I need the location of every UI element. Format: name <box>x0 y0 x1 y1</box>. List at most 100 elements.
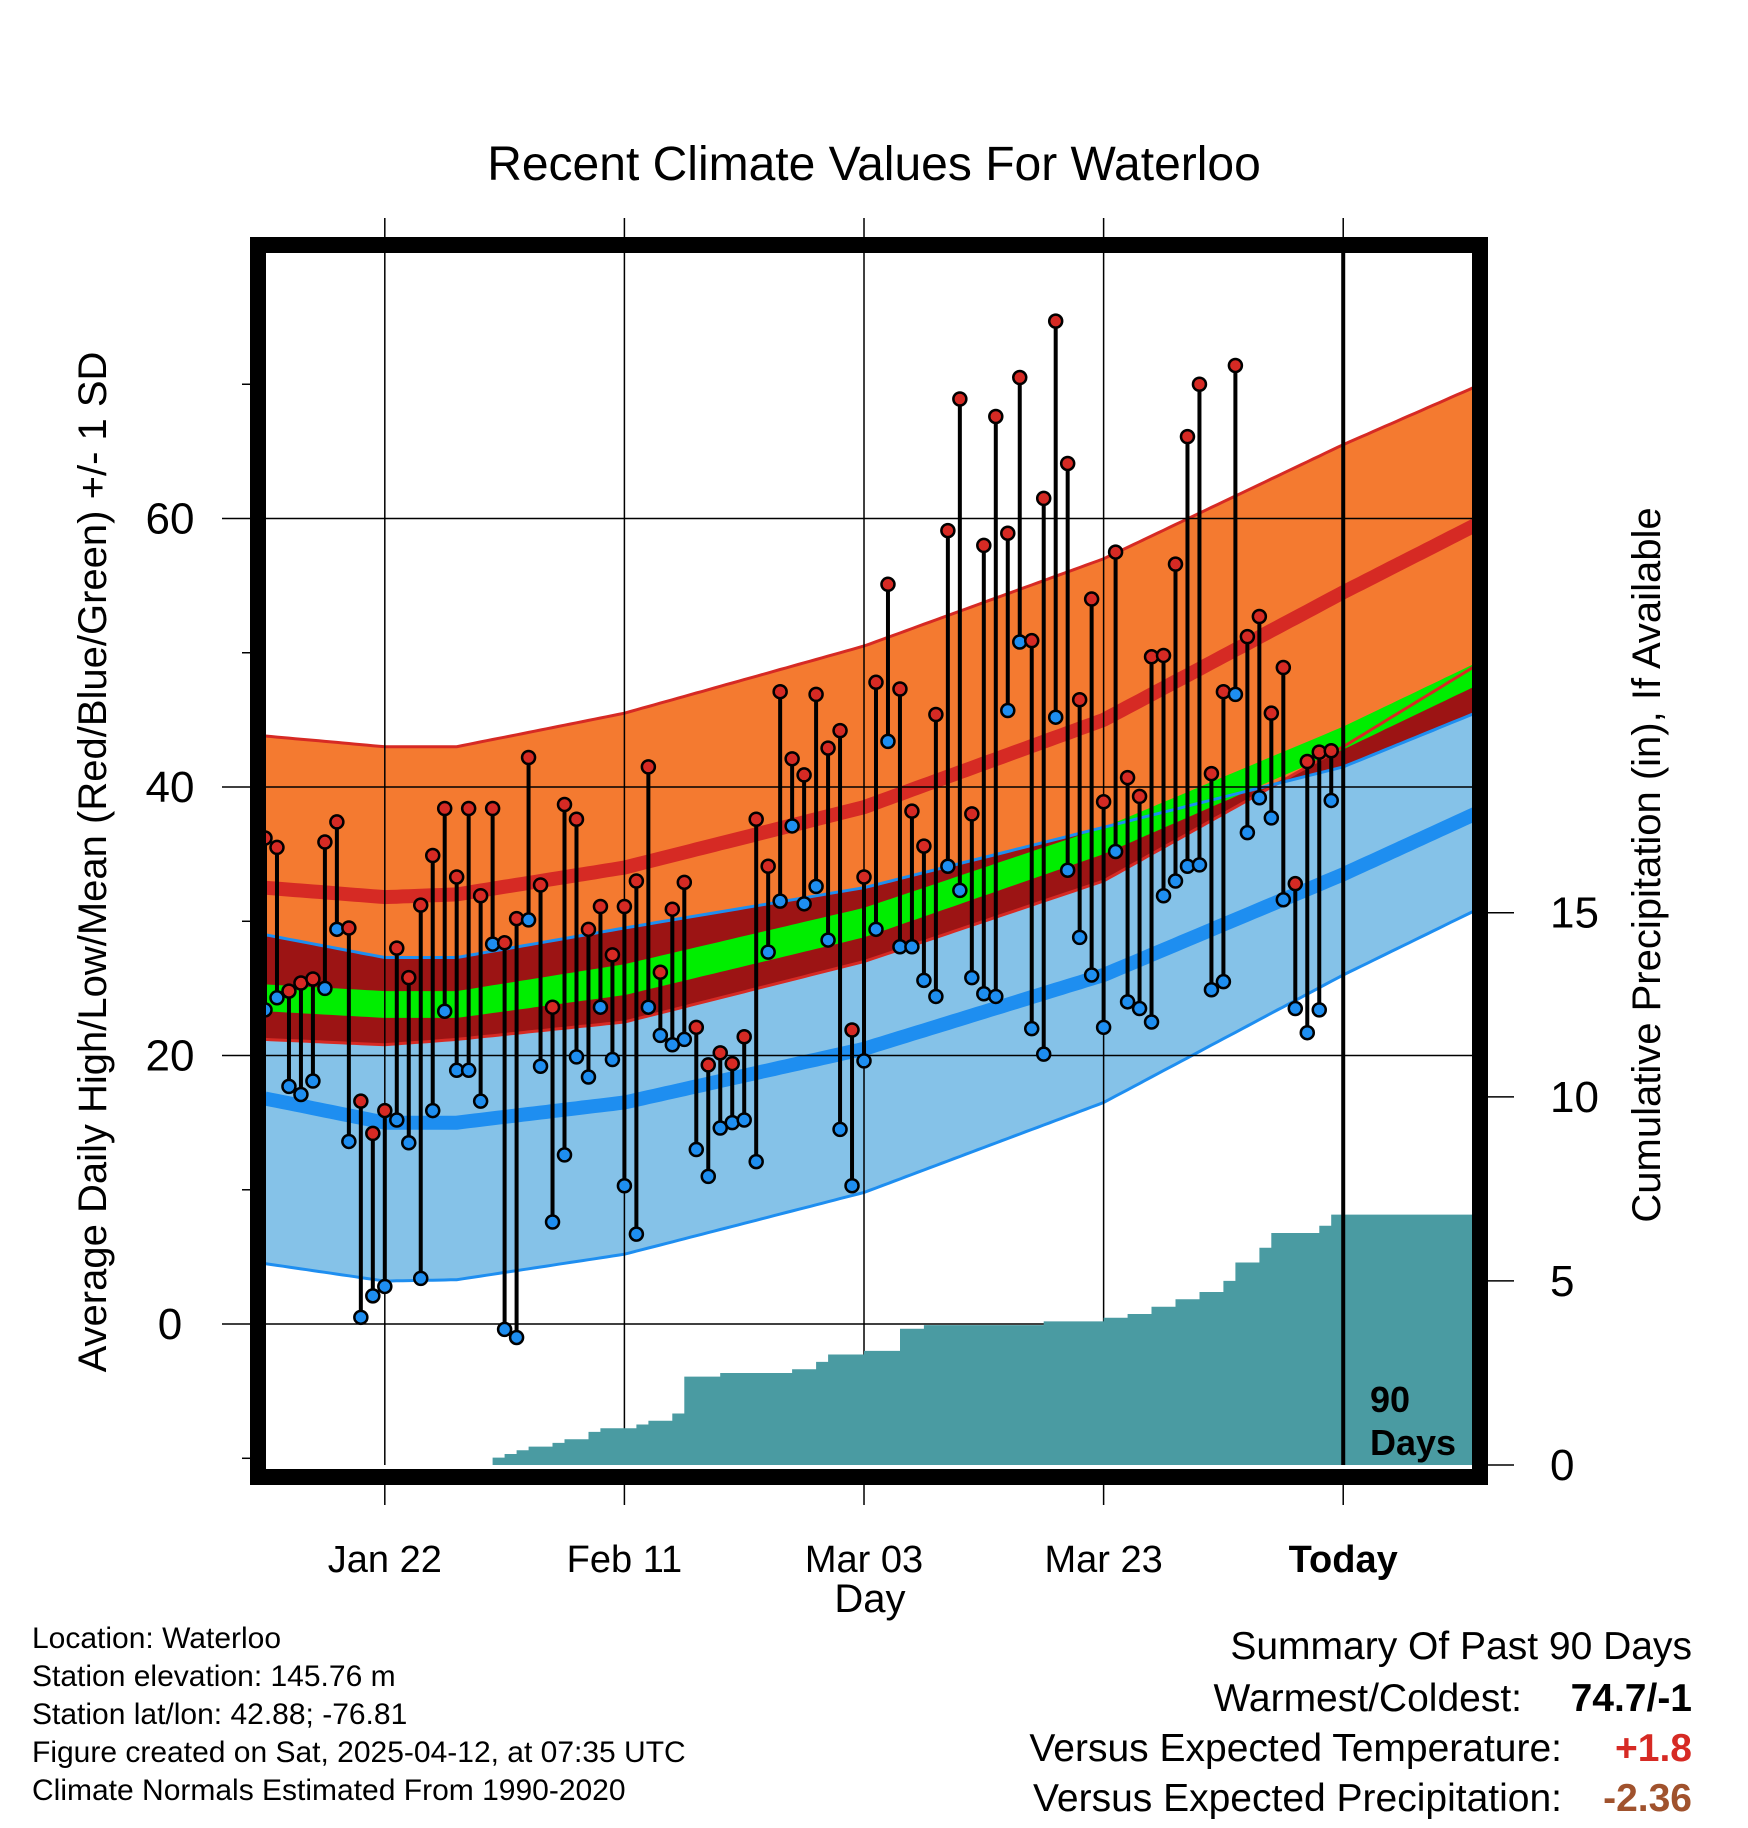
daily-high-marker <box>568 811 585 827</box>
daily-low-marker <box>568 1049 585 1065</box>
daily-high-marker <box>916 838 932 854</box>
x-tick-label: Feb 11 <box>567 1539 682 1581</box>
x-axis: Jan 22 Feb 11 Mar 03 Mar 23 Today <box>328 1477 1398 1581</box>
daily-low-marker <box>772 893 788 909</box>
daily-low-marker <box>424 1102 441 1119</box>
daily-low-marker <box>281 1078 297 1095</box>
daily-low-marker <box>412 1270 429 1287</box>
daily-low-marker <box>1263 810 1280 826</box>
daily-low-marker <box>784 818 800 834</box>
daily-high-marker <box>748 811 764 827</box>
daily-high-marker <box>1239 628 1256 645</box>
daily-high-marker <box>353 1093 369 1109</box>
daily-high-marker <box>1227 357 1244 374</box>
daily-high-marker <box>640 759 657 775</box>
daily-low-marker <box>532 1058 549 1075</box>
daily-high-marker <box>676 874 693 891</box>
daily-high-marker <box>281 983 297 999</box>
daily-low-marker <box>736 1112 752 1128</box>
daily-stems <box>265 321 1334 1338</box>
temp-label: Versus Expected Temperature: <box>1029 1727 1562 1770</box>
low-sd-band <box>265 713 1475 1282</box>
station-info: Location: Waterloo Station elevation: 14… <box>32 1620 686 1810</box>
daily-high-marker <box>1179 428 1196 445</box>
daily-low-marker <box>1035 1046 1052 1062</box>
daily-low-marker <box>1000 702 1016 719</box>
daily-low-marker <box>916 972 932 989</box>
daily-high-marker <box>688 1019 705 1036</box>
daily-high-marker <box>976 537 992 554</box>
daily-high-marker <box>664 901 681 917</box>
daily-low-marker <box>389 1112 405 1128</box>
x-tick-label: Mar 03 <box>805 1539 923 1581</box>
elevation-text: Station elevation: 145.76 m <box>32 1660 396 1693</box>
daily-high-marker <box>1012 369 1028 386</box>
daily-low-marker <box>1275 892 1292 908</box>
x-tick-label: Mar 23 <box>1044 1539 1162 1581</box>
daily-high-marker <box>544 999 561 1015</box>
y2-tick-label: 15 <box>1550 889 1599 938</box>
daily-high-marker <box>448 869 465 885</box>
precipitation-area <box>265 1214 1475 1465</box>
daily-high-marker <box>856 869 872 885</box>
daily-high-marker <box>520 749 537 766</box>
daily-high-marker <box>700 1057 717 1073</box>
daily-high-marker <box>329 814 345 830</box>
daily-high-marker <box>305 971 321 987</box>
daily-low-marker <box>544 1214 561 1230</box>
daily-high-marker <box>964 806 980 822</box>
daily-high-marker <box>628 873 645 889</box>
daily-low-marker <box>676 1031 693 1048</box>
daily-low-marker <box>832 1121 848 1138</box>
daily-high-marker <box>652 964 669 981</box>
daily-low-marker <box>640 999 657 1015</box>
x-tick-label: Jan 22 <box>328 1539 442 1581</box>
daily-low-marker <box>269 990 285 1006</box>
daily-low-marker <box>628 1226 645 1242</box>
daily-low-marker <box>1323 792 1339 809</box>
y-tick-label: 60 <box>146 495 195 544</box>
temp-value: +1.8 <box>1615 1727 1692 1770</box>
daily-high-marker <box>940 522 956 539</box>
daily-low-marker <box>293 1086 309 1103</box>
daily-low-marker <box>460 1062 477 1079</box>
warmest-coldest-label: Warmest/Coldest: <box>1213 1677 1522 1720</box>
temp-row: Versus Expected Temperature: +1.8 <box>952 1724 1692 1774</box>
normal-bands <box>265 385 1475 1283</box>
daily-high-marker <box>460 800 477 817</box>
daily-high-marker <box>1275 659 1292 676</box>
daily-high-marker <box>377 1102 393 1119</box>
daily-low-marker <box>472 1093 489 1109</box>
y-tick-label: 40 <box>146 763 195 812</box>
daily-high-marker <box>832 722 848 739</box>
window-label-line1: 90 <box>1370 1379 1410 1420</box>
precip-row: Versus Expected Precipitation: -2.36 <box>952 1774 1692 1824</box>
daily-high-marker <box>556 796 573 813</box>
daily-high-marker <box>1263 705 1280 721</box>
daily-low-marker <box>880 733 896 750</box>
y-tick-label: 20 <box>146 1032 195 1081</box>
daily-high-marker <box>1071 692 1088 708</box>
daily-high-marker <box>1191 376 1208 393</box>
daily-high-marker <box>928 706 944 723</box>
y2-tick-label: 5 <box>1550 1257 1574 1306</box>
daily-low-marker <box>496 1321 513 1338</box>
daily-high-marker <box>808 686 824 703</box>
daily-high-marker <box>820 740 836 756</box>
daily-high-marker <box>796 767 812 783</box>
latlon-text: Station lat/lon: 42.88; -76.81 <box>32 1698 408 1731</box>
daily-low-marker <box>1071 929 1088 946</box>
x-tick-label: Today <box>1289 1539 1398 1581</box>
daily-low-marker <box>1059 862 1076 879</box>
warmest-coldest-value: 74.7/-1 <box>1570 1677 1692 1720</box>
y2-tick-label: 10 <box>1550 1073 1599 1122</box>
daily-high-marker <box>269 839 285 856</box>
x-axis-label: Day <box>834 1577 905 1621</box>
warmest-coldest-row: Warmest/Coldest: 74.7/-1 <box>952 1674 1692 1724</box>
daily-high-marker <box>844 1022 860 1038</box>
daily-low-marker <box>700 1168 717 1185</box>
daily-low-marker <box>796 896 812 912</box>
precip-value: -2.36 <box>1603 1777 1692 1820</box>
daily-high-marker <box>317 834 333 850</box>
summary-panel: Summary Of Past 90 Days Warmest/Coldest:… <box>952 1622 1692 1824</box>
